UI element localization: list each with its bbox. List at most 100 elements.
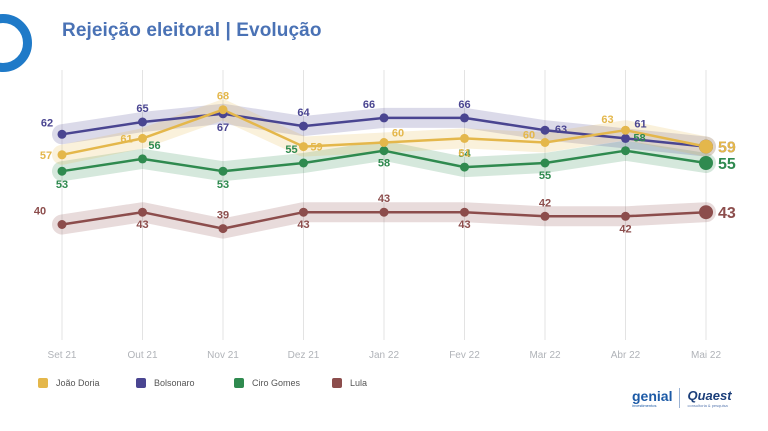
data-label-ciro-gomes: 55 bbox=[285, 144, 297, 156]
data-label-joao-doria: 61 bbox=[120, 133, 132, 145]
data-label-lula: 40 bbox=[34, 206, 46, 218]
data-label-bolsonaro: 67 bbox=[217, 122, 229, 134]
brand-logos: genial investimentos Quaest consultoria … bbox=[632, 388, 732, 408]
data-point-ciro-gomes bbox=[379, 146, 389, 156]
x-tick-label: Mar 22 bbox=[529, 350, 561, 361]
legend-item-lula: Lula bbox=[332, 378, 430, 388]
data-label-ciro-gomes: 58 bbox=[633, 133, 645, 145]
chart-title: Rejeição eleitoral | Evolução bbox=[62, 20, 322, 41]
data-point-joao-doria bbox=[218, 105, 228, 115]
x-tick-label: Abr 22 bbox=[611, 350, 641, 361]
x-tick-label: Dez 21 bbox=[288, 350, 320, 361]
data-label-joao-doria: 63 bbox=[601, 114, 613, 126]
data-point-lula bbox=[460, 207, 469, 217]
data-label-lula: 43 bbox=[136, 219, 148, 231]
data-label-bolsonaro: 66 bbox=[363, 99, 375, 111]
data-label-lula: 42 bbox=[539, 197, 551, 209]
data-point-lula bbox=[218, 224, 228, 234]
legend-label: João Doria bbox=[56, 378, 100, 388]
x-tick-label: Jan 22 bbox=[369, 350, 399, 361]
data-label-lula: 43 bbox=[458, 219, 470, 231]
data-label-ciro-gomes: 53 bbox=[217, 179, 229, 191]
legend-label: Lula bbox=[350, 378, 368, 388]
data-point-ciro-gomes bbox=[460, 162, 469, 172]
data-label-bolsonaro: 66 bbox=[458, 99, 470, 111]
data-label-bolsonaro: 65 bbox=[136, 103, 148, 115]
x-tick-label: Mai 22 bbox=[691, 350, 721, 361]
data-point-lula bbox=[299, 207, 308, 217]
legend-label: Bolsonaro bbox=[154, 378, 195, 388]
data-point-bolsonaro bbox=[138, 117, 147, 127]
legend-label: Ciro Gomes bbox=[252, 378, 301, 388]
data-point-bolsonaro bbox=[57, 129, 67, 139]
quaest-logo: Quaest consultoria & pesquisa bbox=[687, 389, 731, 408]
data-point-joao-doria bbox=[138, 133, 147, 143]
data-label-bolsonaro: 64 bbox=[297, 107, 310, 119]
data-point-ciro-gomes bbox=[218, 166, 228, 176]
data-label-ciro-gomes: 55 bbox=[718, 156, 736, 173]
legend-swatch bbox=[38, 378, 48, 388]
legend-item-bolsonaro: Bolsonaro bbox=[136, 378, 234, 388]
data-label-joao-doria: 59 bbox=[718, 140, 736, 157]
data-point-joao-doria bbox=[57, 150, 67, 160]
data-point-bolsonaro bbox=[379, 113, 389, 123]
data-point-bolsonaro bbox=[621, 133, 630, 143]
data-label-joao-doria: 60 bbox=[392, 128, 404, 140]
data-point-joao-doria bbox=[460, 133, 469, 143]
data-point-ciro-gomes bbox=[540, 158, 550, 168]
genial-logo: genial investimentos bbox=[632, 389, 672, 408]
quaest-logo-text: Quaest bbox=[687, 387, 732, 403]
data-label-joao-doria: 59 bbox=[310, 142, 322, 154]
legend-item-ciro-gomes: Ciro Gomes bbox=[234, 378, 332, 388]
data-point-lula bbox=[57, 220, 67, 229]
legend-swatch bbox=[332, 378, 342, 388]
data-point-joao-doria bbox=[379, 138, 389, 147]
data-label-joao-doria: 60 bbox=[523, 130, 535, 142]
data-point-joao-doria bbox=[540, 138, 550, 147]
data-point-lula bbox=[138, 207, 147, 217]
data-label-lula: 43 bbox=[718, 205, 736, 222]
x-tick-label: Set 21 bbox=[48, 350, 77, 361]
data-label-lula: 43 bbox=[378, 193, 390, 205]
legend-swatch bbox=[136, 378, 146, 388]
data-point-lula bbox=[621, 211, 630, 221]
data-point-joao-doria bbox=[299, 142, 308, 152]
legend-item-joao-doria: João Doria bbox=[38, 378, 136, 388]
data-point-ciro-gomes bbox=[57, 166, 67, 176]
data-point-joao-doria bbox=[699, 139, 713, 154]
data-label-bolsonaro: 62 bbox=[41, 117, 53, 129]
quaest-logo-subtext: consultoria & pesquisa bbox=[687, 402, 728, 408]
data-point-joao-doria bbox=[621, 125, 630, 135]
data-label-joao-doria: 57 bbox=[40, 150, 52, 162]
x-tick-label: Out 21 bbox=[127, 350, 157, 361]
data-label-bolsonaro: 63 bbox=[555, 124, 567, 136]
genial-logo-subtext: investimentos bbox=[632, 402, 657, 408]
data-label-lula: 43 bbox=[297, 219, 309, 231]
data-point-ciro-gomes bbox=[138, 154, 147, 164]
data-point-lula bbox=[379, 207, 389, 217]
data-point-bolsonaro bbox=[460, 113, 469, 123]
data-point-bolsonaro bbox=[299, 121, 308, 131]
data-point-ciro-gomes bbox=[299, 158, 308, 168]
genial-logo-text: genial bbox=[632, 387, 673, 404]
data-label-ciro-gomes: 56 bbox=[148, 140, 160, 152]
data-label-ciro-gomes: 55 bbox=[539, 170, 551, 182]
data-label-ciro-gomes: 53 bbox=[56, 179, 68, 191]
brand-divider bbox=[679, 388, 681, 408]
data-label-ciro-gomes: 58 bbox=[378, 158, 390, 170]
data-label-lula: 42 bbox=[619, 223, 631, 235]
data-label-bolsonaro: 59 bbox=[718, 140, 736, 157]
data-point-ciro-gomes bbox=[621, 146, 630, 156]
data-point-ciro-gomes bbox=[699, 156, 713, 170]
data-point-lula bbox=[699, 205, 713, 220]
data-point-bolsonaro bbox=[540, 125, 550, 135]
data-label-lula: 39 bbox=[217, 210, 229, 222]
legend-swatch bbox=[234, 378, 244, 388]
x-tick-label: Nov 21 bbox=[207, 350, 239, 361]
data-label-joao-doria: 68 bbox=[217, 91, 229, 103]
data-point-lula bbox=[540, 211, 550, 221]
data-label-bolsonaro: 61 bbox=[634, 118, 646, 130]
x-tick-label: Fev 22 bbox=[449, 350, 480, 361]
data-label-ciro-gomes: 54 bbox=[458, 148, 471, 160]
